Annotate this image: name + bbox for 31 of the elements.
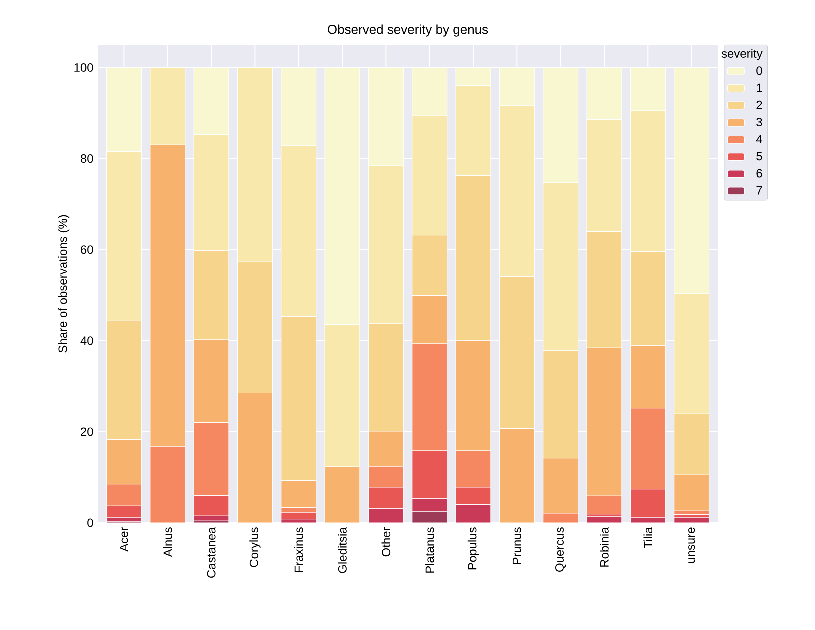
x-tick-label: Fraxinus (294, 528, 304, 572)
y-tick-label: 0 (88, 518, 94, 528)
legend-label: 5 (756, 152, 762, 161)
legend-label: 1 (757, 84, 762, 92)
x-tick-label: Alnus (163, 528, 172, 558)
y-tick-label: 60 (81, 246, 94, 254)
x-tick-label: Corylus (250, 528, 261, 568)
y-tick-label: 80 (80, 154, 94, 164)
x-tick-label: Gleditsia (338, 527, 347, 574)
x-tick-label: Quercus (556, 528, 566, 572)
x-tick-label: Acer (120, 527, 128, 552)
legend-label: 0 (756, 66, 762, 76)
legend-label: 3 (756, 118, 762, 127)
x-tick-label: unsure (688, 528, 696, 564)
y-tick-label: 40 (80, 336, 94, 346)
x-tick-label: Tilia (644, 527, 653, 548)
legend-label: 6 (756, 169, 762, 178)
chart-title: Observed severity by genus (328, 24, 488, 37)
y-tick-label: 100 (74, 64, 94, 72)
x-tick-label: Castanea (207, 527, 216, 578)
x-tick-label: Other (382, 527, 391, 557)
legend-label: 4 (756, 135, 762, 144)
x-tick-label: Populus (468, 528, 480, 570)
legend-title: severity (722, 49, 763, 60)
legend-label: 2 (756, 100, 762, 110)
legend-label: 7 (756, 186, 762, 195)
x-tick-label: Prunus (512, 528, 522, 564)
x-tick-label: Robinia (600, 527, 609, 567)
y-axis-title: Share of observations (%) (58, 215, 70, 353)
x-tick-label: Platanus (425, 528, 434, 573)
y-tick-label: 20 (81, 428, 94, 436)
